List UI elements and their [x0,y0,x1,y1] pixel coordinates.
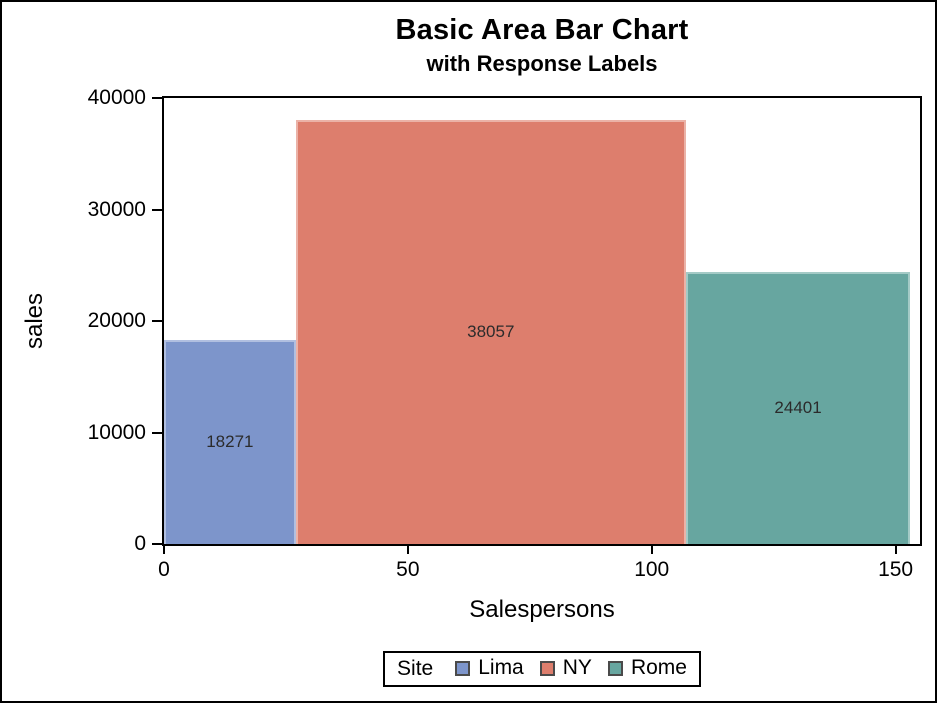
legend-item-lima: Lima [455,656,524,680]
y-tick-label-40000: 40000 [87,86,146,109]
y-tick-mark-40000 [152,97,162,99]
legend-label-lima: Lima [478,656,524,679]
legend-row: Site Lima NY Rome [162,651,922,687]
x-axis-label: Salespersons [469,596,615,623]
x-tick-label-150: 150 [878,558,914,581]
y-tick-mark-20000 [152,320,162,322]
bar-value-label-rome: 24401 [774,397,822,417]
x-tick-mark-150 [894,546,897,554]
y-tick-label-30000: 30000 [87,197,146,221]
legend-label-rome: Rome [630,656,687,679]
bar-value-label-ny: 38057 [467,321,515,341]
bar-ny [295,119,686,544]
legend-item-rome: Rome [607,656,687,680]
x-tick-mark-0 [163,546,165,554]
y-tick-mark-30000 [152,208,162,211]
x-tick-mark-50 [406,546,409,554]
legend-label-ny: NY [562,656,592,679]
y-tick-mark-0 [152,543,162,545]
legend-swatch-ny [539,660,555,676]
plot-area: 18271 38057 24401 [162,96,922,546]
legend: Site Lima NY Rome [383,651,701,687]
y-tick-mark-10000 [152,431,162,434]
x-tick-label-0: 0 [158,558,170,581]
chart-subtitle: with Response Labels [426,51,658,76]
bar-rome [685,271,911,544]
x-tick-mark-100 [650,546,653,554]
x-tick-label-50: 50 [396,558,420,581]
y-tick-label-10000: 10000 [87,420,146,444]
x-tick-label-100: 100 [634,558,670,581]
legend-item-ny: NY [539,656,592,680]
legend-title: Site [397,656,434,680]
bar-value-label-lima: 18271 [206,432,254,452]
legend-items: Lima NY Rome [455,656,687,682]
bar-lima [164,340,296,544]
title-block: Basic Area Bar Chart with Response Label… [162,14,922,77]
chart-title: Basic Area Bar Chart [395,14,689,46]
y-tick-label-0: 0 [134,532,146,555]
legend-swatch-rome [607,660,623,676]
legend-swatch-lima [455,660,471,676]
y-tick-label-20000: 20000 [87,309,146,332]
